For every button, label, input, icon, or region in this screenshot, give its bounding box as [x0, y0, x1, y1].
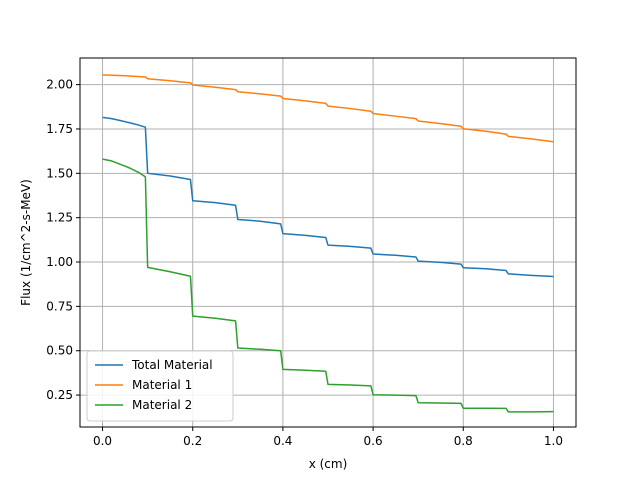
y-tick-label: 0.25 — [46, 388, 73, 402]
x-axis-label: x (cm) — [309, 457, 348, 471]
axes-frame — [79, 57, 577, 428]
y-tick-label: 0.50 — [46, 344, 73, 358]
y-tick-label: 1.00 — [46, 255, 73, 269]
x-tick-label: 0.8 — [454, 434, 473, 448]
series-line-2 — [102, 74, 554, 143]
legend-label-3: Material 2 — [132, 398, 192, 412]
legend-label-1: Total Material — [131, 358, 213, 372]
x-tick-label: 0.0 — [93, 434, 112, 448]
x-tick-label: 0.2 — [183, 434, 202, 448]
grid-lines — [80, 58, 576, 427]
x-tick-label: 0.6 — [364, 434, 383, 448]
series-line-3 — [102, 158, 554, 413]
y-axis-ticks: 0.25 0.50 0.75 1.00 1.25 1.50 1.75 2.00 — [46, 78, 80, 402]
y-tick-label: 1.75 — [46, 122, 73, 136]
series-group — [102, 74, 554, 413]
x-tick-label: 1.0 — [544, 434, 563, 448]
legend-box — [86, 350, 234, 422]
y-axis-label: Flux (1/cm^2-s-MeV) — [19, 179, 33, 306]
legend-label-2: Material 1 — [132, 378, 192, 392]
x-tick-label: 0.4 — [273, 434, 292, 448]
y-tick-label: 2.00 — [46, 78, 73, 92]
y-tick-label: 1.25 — [46, 211, 73, 225]
series-line-1 — [102, 116, 554, 278]
y-tick-label: 0.75 — [46, 299, 73, 313]
legend: Total Material Material 1 Material 2 — [86, 350, 234, 422]
y-tick-label: 1.50 — [46, 166, 73, 180]
x-axis-ticks: 0.0 0.2 0.4 0.6 0.8 1.0 — [93, 427, 563, 448]
